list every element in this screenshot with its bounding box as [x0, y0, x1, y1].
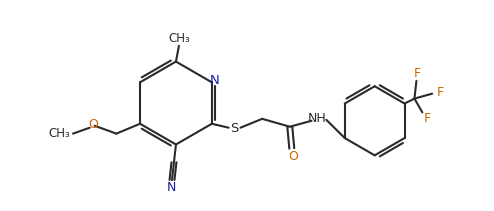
Text: F: F — [414, 68, 421, 80]
Text: CH₃: CH₃ — [48, 127, 70, 140]
Text: N: N — [210, 74, 220, 87]
Text: F: F — [424, 112, 431, 125]
Text: O: O — [89, 118, 99, 131]
Text: F: F — [437, 86, 444, 99]
Text: S: S — [230, 122, 239, 135]
Text: CH₃: CH₃ — [168, 32, 190, 45]
Text: N: N — [166, 181, 176, 194]
Text: O: O — [288, 150, 298, 163]
Text: NH: NH — [308, 112, 327, 125]
